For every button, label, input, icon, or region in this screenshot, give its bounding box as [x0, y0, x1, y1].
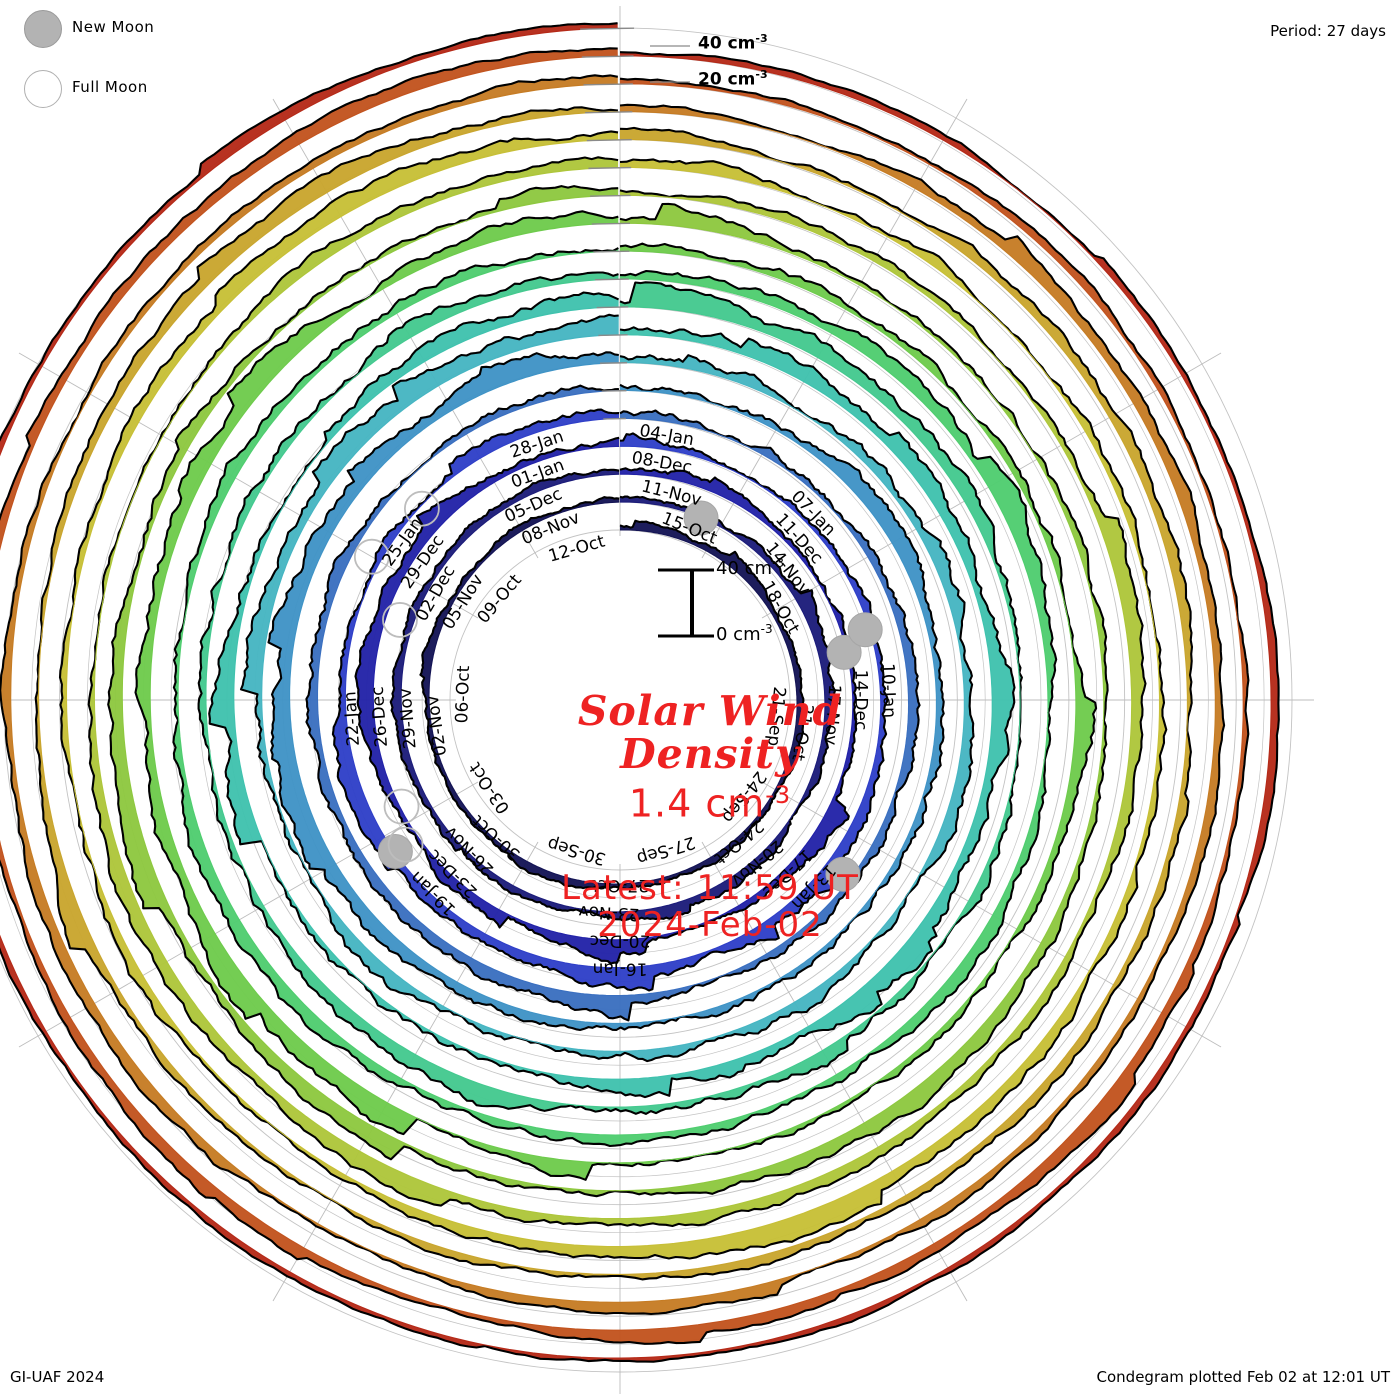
latest-date: 2024-Feb-02	[597, 905, 823, 946]
date-label: 14-Dec	[851, 670, 871, 731]
scale-bottom-text: 0 cm	[716, 624, 761, 645]
credit-label: GI-UAF 2024	[10, 1368, 105, 1386]
current-value-exp: -3	[765, 781, 792, 810]
center-readout: Solar Wind Density 1.4 cm-3 Latest: 11:5…	[430, 690, 990, 945]
svg-text:26-Dec: 26-Dec	[368, 686, 392, 748]
axis-label-20-text: 20 cm	[698, 69, 756, 90]
full-moon-marker	[403, 490, 440, 527]
new-moon-marker	[826, 634, 862, 670]
date-label: 17-Nov	[820, 684, 844, 746]
plot-title-line1: Solar Wind	[577, 687, 843, 735]
scale-top-label: 40 cm-3	[716, 556, 784, 579]
new-moon-swatch-icon	[24, 10, 62, 48]
new-moon-marker	[377, 834, 413, 870]
date-label: 22-Jan	[340, 691, 364, 747]
axis-label-20-exp: -3	[755, 68, 768, 81]
date-label: 20-Dec	[590, 931, 651, 951]
axis-ticks	[580, 27, 690, 420]
date-label: 23-Nov	[578, 901, 640, 924]
current-value-text: 1.4 cm	[628, 781, 766, 826]
latest-reading: Latest: 11:59 UT 2024-Feb-02	[430, 867, 990, 946]
full-moon-label: Full Moon	[72, 78, 148, 96]
full-moon-marker	[382, 602, 418, 638]
date-label: 16-Jan	[593, 959, 648, 979]
moon-markers	[353, 490, 883, 892]
full-moon-marker	[383, 788, 420, 825]
svg-text:20-Dec: 20-Dec	[590, 931, 651, 951]
scale-top-text: 40 cm	[716, 558, 773, 579]
scale-bottom-exp: -3	[760, 622, 773, 636]
full-moon-swatch-icon	[24, 70, 62, 108]
date-label: 06-Oct	[452, 665, 474, 724]
period-label: Period: 27 days	[1270, 22, 1386, 40]
plot-title: Solar Wind Density	[430, 690, 990, 775]
svg-text:06-Oct: 06-Oct	[452, 665, 474, 724]
new-moon-label: New Moon	[72, 18, 155, 36]
svg-text:10-Jan: 10-Jan	[877, 663, 899, 719]
svg-text:23-Nov: 23-Nov	[578, 901, 640, 924]
date-label: 26-Dec	[368, 686, 392, 748]
latest-time: Latest: 11:59 UT	[561, 867, 859, 908]
svg-text:17-Nov: 17-Nov	[820, 684, 844, 746]
full-moon-marker	[353, 538, 390, 575]
scale-top-exp: -3	[772, 556, 785, 570]
axis-label-40-text: 40 cm	[698, 33, 756, 54]
new-moon-marker	[825, 856, 861, 892]
axis-label-20: 20 cm-3	[698, 68, 768, 90]
axis-label-40: 40 cm-3	[698, 32, 768, 54]
date-label: 10-Jan	[877, 663, 899, 719]
date-label: 29-Nov	[395, 687, 420, 749]
date-label: 27-Oct	[591, 875, 649, 895]
svg-text:29-Nov: 29-Nov	[395, 687, 420, 749]
svg-text:22-Jan: 22-Jan	[340, 691, 364, 747]
new-moon-marker	[683, 500, 719, 536]
svg-text:27-Oct: 27-Oct	[591, 875, 649, 895]
axis-label-40-exp: -3	[755, 32, 768, 45]
plotted-label: Condegram plotted Feb 02 at 12:01 UT	[1096, 1368, 1390, 1386]
density-spiral-series	[0, 22, 1280, 1363]
scale-bottom-label: 0 cm-3	[716, 622, 773, 645]
full-moon-marker	[387, 826, 424, 863]
current-value: 1.4 cm-3	[430, 781, 990, 826]
scale-bar	[658, 568, 714, 638]
svg-text:16-Jan: 16-Jan	[593, 959, 648, 979]
new-moon-marker	[847, 612, 883, 648]
svg-text:14-Dec: 14-Dec	[851, 670, 871, 731]
plot-title-line2: Density	[620, 729, 800, 778]
